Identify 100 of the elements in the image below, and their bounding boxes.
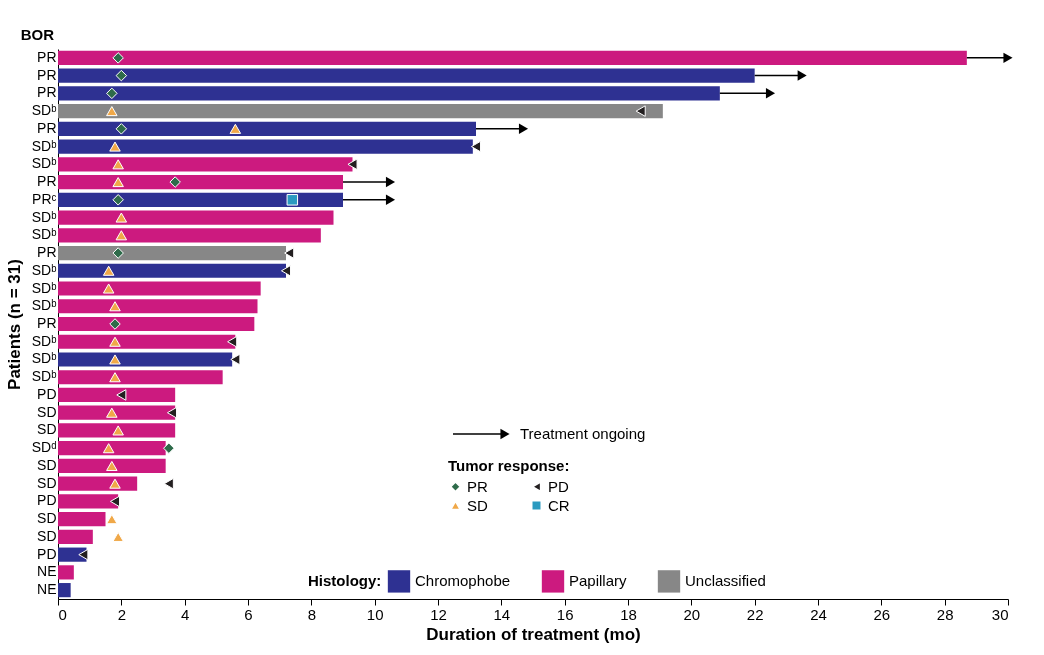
point [112,177,124,188]
y-tick-label: PR [37,119,57,136]
y-tick-label: PR [37,244,57,261]
point [109,336,121,347]
y-tick-label: PD [37,385,57,402]
y-tick-label: SD [37,474,57,491]
y-tick-label: SDᵇ [31,279,57,296]
legend-label: Papillary [569,572,628,590]
y-tick-label: PR [37,173,57,190]
bar [58,334,236,349]
y-tick-label: PR [37,315,57,331]
bar [58,245,286,261]
point [163,442,175,454]
bar [58,174,343,190]
point [116,389,127,401]
bar [58,139,473,154]
x-tick-label: 6 [244,605,253,623]
point [109,495,121,508]
point [470,140,482,153]
bar [58,476,138,491]
y-tick-label: SDᵇ [31,102,57,119]
x-tick-label: 12 [430,605,447,623]
point [284,247,295,259]
point [280,265,292,277]
bar [58,210,334,225]
legend-title: Histology: [308,572,382,589]
x-tick-label: 2 [117,605,127,623]
y-tick-label: SDᵇ [31,137,57,154]
bar [58,387,176,403]
point [112,194,124,206]
point [109,301,121,312]
point [109,478,121,489]
bar [58,441,166,456]
bar [58,157,353,172]
point [518,123,529,135]
point [169,176,181,188]
point [106,407,118,418]
x-tick-label: 0 [58,605,67,623]
point [347,158,358,171]
legend-label: Treatment ongoing [520,425,646,442]
point [106,460,118,471]
bar [58,529,93,544]
bar [58,405,176,420]
y-tick-label: SD [37,510,57,527]
y-tick-label: SDᵇ [31,368,57,385]
point [115,212,128,223]
y-tick-label: SDᵇ [31,332,57,349]
legend-label: SD [467,496,488,514]
point [106,87,118,100]
point [286,194,299,206]
bar [58,228,321,243]
y-tick-label: SDᵇ [31,155,57,172]
x-tick-label: 10 [366,605,384,623]
point [102,443,115,454]
x-tick-label: 30 [991,605,1009,623]
y-axis-title: Patients (n = 31) [4,259,24,390]
bar [58,281,261,296]
text: BOR [20,26,55,43]
point [166,406,178,419]
bar [58,50,967,65]
point [109,318,121,330]
bar [58,352,233,367]
point [229,123,242,134]
y-tick-label: SD [37,403,57,420]
y-tick-label: SDᵈ [31,439,57,456]
y-tick-label: SD [37,421,57,438]
legend-label: PD [548,477,569,495]
point [112,247,124,259]
bar [58,68,755,83]
point [106,514,118,525]
bar [58,86,720,101]
x-tick-label: 8 [307,605,317,623]
x-axis-title: Duration of treatment (mo) [426,624,641,644]
y-tick-label: SDᵇ [31,350,57,367]
point [797,70,807,81]
bar [58,192,343,207]
bar [58,299,258,314]
point [115,123,128,135]
point [78,548,89,561]
point [1003,52,1013,64]
point [102,265,115,276]
y-tick-label: PR [37,66,57,83]
point [109,141,121,152]
y-tick-label: SD [37,456,57,473]
point [106,106,118,117]
x-tick-label: 4 [180,605,190,623]
bar [58,512,106,527]
bar [58,458,166,474]
y-tick-label: SDᵇ [31,261,57,278]
x-tick-label: 22 [746,605,764,623]
point [109,354,121,365]
legend-label: Chromophobe [415,572,511,590]
point [765,88,776,99]
y-tick-label: SDᵇ [31,297,57,314]
point [163,477,174,490]
point [102,283,115,294]
x-tick-label: 14 [493,605,511,623]
y-tick-label: PRᶜ [32,190,57,207]
y-tick-label: SDᵇ [31,208,57,225]
point [385,194,396,206]
